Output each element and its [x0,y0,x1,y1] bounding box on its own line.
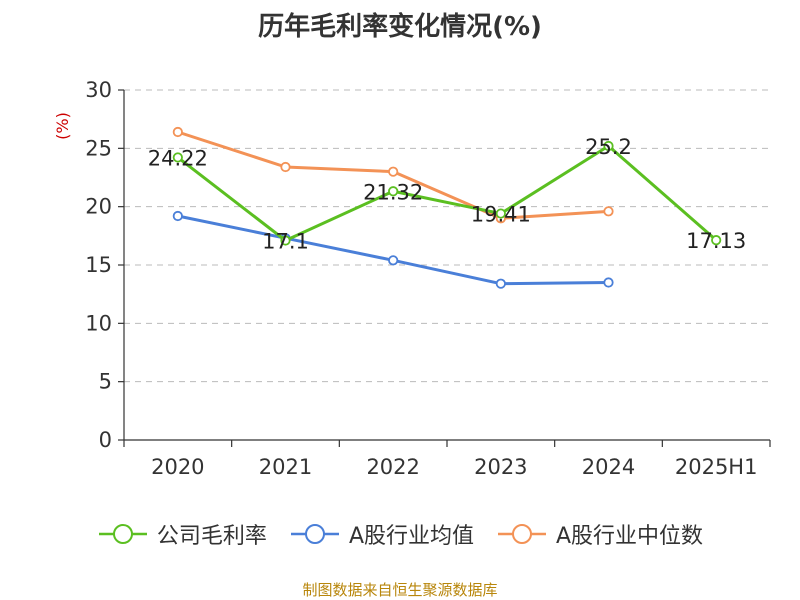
series-line-0 [176,144,718,242]
legend-item[interactable]: A股行业均值 [289,518,474,550]
data-label: 17.13 [686,229,746,253]
y-tick-label: 5 [99,370,112,394]
data-point [603,206,614,217]
x-tick-label: 2022 [366,455,419,479]
legend-label: A股行业中位数 [556,524,704,549]
data-point [172,152,183,163]
data-label: 25.2 [585,135,632,159]
data-point [603,140,614,152]
data-point [495,278,506,289]
legend-marker-icon [290,524,339,544]
source-note: 制图数据来自恒生聚源数据库 [302,581,498,599]
legend: 公司毛利率 A股行业均值 A股行业中位数 [0,518,800,550]
data-point [495,208,506,219]
x-tick-label: 2020 [151,455,204,479]
y-tick-label: 0 [99,428,112,452]
legend-item[interactable]: A股行业中位数 [496,518,703,550]
y-tick-label: 25 [85,136,112,160]
legend-label: A股行业均值 [348,524,474,549]
y-axis-label: (%) [53,112,72,140]
data-point [603,277,614,288]
data-label: 17.1 [262,230,309,254]
data-point [388,186,399,197]
legend-item[interactable]: 公司毛利率 [97,518,267,550]
data-label: 21.32 [363,180,423,204]
data-label: 24.22 [148,146,208,170]
data-label: 19.41 [471,203,531,227]
series-line-1 [177,214,609,286]
data-point [280,161,291,173]
x-tick-label: 2023 [474,455,527,479]
data-point [711,235,722,246]
data-point [172,126,183,138]
y-tick-label: 30 [85,78,112,102]
data-point [280,235,291,246]
y-tick-label: 15 [85,253,112,277]
data-point [388,166,399,177]
legend-label: 公司毛利率 [156,524,267,549]
data-point [388,255,399,266]
chart-title: 历年毛利率变化情况(%) [258,12,542,42]
x-tick-label: 2021 [259,455,312,479]
y-tick-label: 20 [85,195,112,219]
legend-marker-icon [498,524,546,544]
x-tick-label: 2024 [582,455,635,479]
legend-marker-icon [98,524,147,544]
y-tick-label: 10 [85,311,112,335]
x-tick-label: 2025H1 [675,455,758,479]
data-point [172,210,183,222]
